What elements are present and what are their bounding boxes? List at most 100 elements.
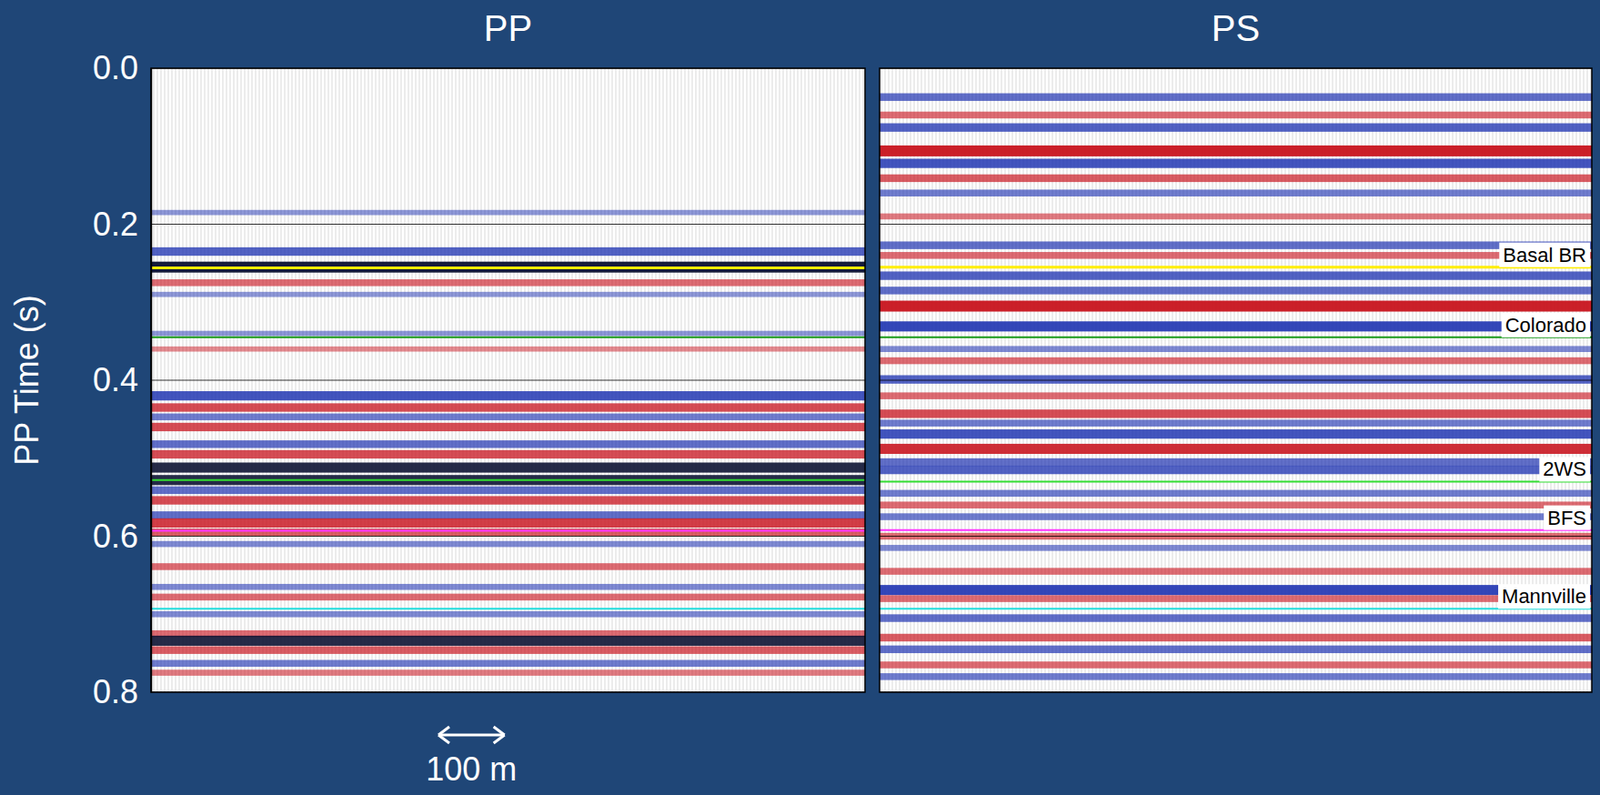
horizon-label: Basal BR: [1502, 243, 1587, 267]
reflection-event: [879, 594, 1592, 603]
reflection-event: [879, 544, 1592, 552]
horizon-line: [150, 479, 866, 482]
horizon-line: [879, 480, 1592, 483]
grid-line: [879, 223, 1592, 225]
reflection-event: [150, 413, 866, 422]
reflection-event: [879, 189, 1592, 197]
reflection-event: [879, 645, 1592, 654]
reflection-event: [879, 145, 1592, 157]
reflection-event: [879, 251, 1592, 260]
horizon-label-group: Colorado: [1501, 312, 1590, 338]
reflection-event: [879, 321, 1592, 332]
reflection-event: [879, 429, 1592, 439]
tick-label: 0.2: [92, 205, 139, 243]
horizon-label-box: [1499, 242, 1590, 268]
reflection-event: [879, 374, 1592, 383]
reflection-event: [879, 419, 1592, 427]
reflection-event: [879, 392, 1592, 400]
horizon-label: Mannville: [1501, 584, 1587, 608]
reflection-event: [150, 518, 866, 528]
reflection-event: [150, 331, 866, 337]
tick-label: 0.6: [92, 517, 139, 555]
scale-bar-label: 100 m: [425, 750, 517, 788]
reflection-event: [879, 501, 1592, 509]
panel-frame: [150, 68, 866, 693]
reflection-event: [879, 490, 1592, 498]
reflection-event: [879, 409, 1592, 418]
reflection-event: [150, 593, 866, 602]
reflection-event: [879, 567, 1592, 575]
reflection-event: [150, 645, 866, 654]
reflection-event: [150, 635, 866, 646]
reflection-event: [150, 391, 866, 401]
trace-texture: [150, 68, 866, 693]
tick: 0.6: [92, 517, 151, 555]
reflection-event: [879, 286, 1592, 294]
axis-line: [150, 69, 153, 694]
horizon-line: [150, 336, 866, 339]
panel-background: [879, 68, 1592, 693]
grid-line: [150, 535, 866, 537]
reflection-event: [879, 213, 1592, 221]
horizon-line: [879, 265, 1592, 269]
horizon-label-group: BFS: [1543, 505, 1590, 531]
reflection-event: [879, 673, 1592, 681]
tick: 0.2: [92, 205, 151, 243]
reflection-event: [150, 563, 866, 571]
trace-texture: [879, 68, 1592, 693]
grid-line: [150, 380, 866, 382]
horizon-label-group: 2WS: [1539, 456, 1590, 482]
reflection-event: [150, 450, 866, 459]
reflection-event: [150, 495, 866, 504]
reflection-event: [879, 345, 1592, 353]
y-axis: 0.0 0.2 0.4 0.6 0.8: [92, 49, 152, 711]
panel-frame: [879, 68, 1592, 693]
reflection-event: [150, 440, 866, 448]
horizon-label: Colorado: [1505, 313, 1587, 337]
y-axis-title: PP Time (s): [8, 294, 46, 465]
reflection-event: [150, 669, 866, 676]
reflection-event: [150, 486, 866, 494]
reflection-event: [150, 611, 866, 618]
horizon-line: [879, 336, 1592, 339]
horizon-label: BFS: [1547, 506, 1587, 530]
reflection-event: [150, 291, 866, 298]
horizon-line: [150, 529, 866, 532]
reflection-event: [879, 661, 1592, 669]
panel-background: [150, 68, 866, 693]
panel-title: PS: [1211, 8, 1260, 49]
grid-line: [150, 223, 866, 225]
reflection-event: [879, 584, 1592, 595]
reflection-event: [879, 613, 1592, 622]
scale-bar: 100 m: [425, 726, 517, 788]
reflection-event: [879, 301, 1592, 312]
reflection-event: [150, 462, 866, 473]
reflection-event: [879, 159, 1592, 169]
reflection-event: [879, 443, 1592, 454]
horizon-label-box: [1501, 312, 1590, 338]
horizon-line: [150, 607, 866, 610]
events: [150, 68, 866, 693]
tick: 0.0: [92, 49, 151, 87]
reflection-event: [150, 261, 866, 273]
reflection-event: [150, 422, 866, 432]
chart: PPPSBasal BRColorado2WSBFSMannville0.00.…: [0, 0, 1600, 795]
reflection-event: [879, 533, 1592, 541]
panel: [879, 68, 1592, 693]
reflection-event: [879, 357, 1592, 365]
reflection-event: [879, 458, 1592, 466]
panel-title: PP: [483, 8, 533, 49]
reflection-event: [150, 474, 866, 485]
horizon-line: [150, 266, 866, 270]
tick: 0.8: [92, 673, 151, 711]
horizon-label-box: [1543, 505, 1590, 531]
horizon-label-group: Basal BR: [1499, 242, 1590, 268]
reflection-event: [879, 111, 1592, 120]
horizon-label-box: [1498, 583, 1590, 609]
grid-line: [879, 535, 1592, 537]
tick-label: 0.4: [92, 361, 139, 399]
tick-label: 0.0: [92, 49, 139, 87]
reflection-event: [150, 660, 866, 668]
horizon-label: 2WS: [1542, 457, 1587, 481]
panel: [150, 68, 866, 693]
